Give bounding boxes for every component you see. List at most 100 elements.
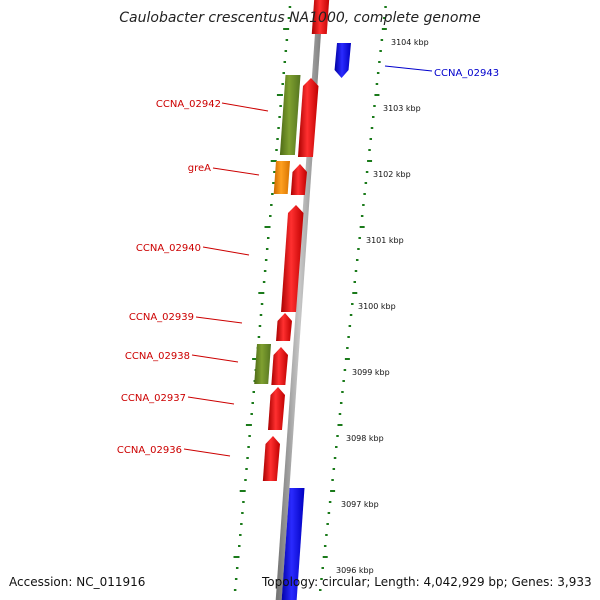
outer-tick	[383, 17, 386, 19]
outer-tick	[335, 446, 338, 448]
accession-text: Accession: NC_011916	[9, 575, 146, 589]
label-leader-line	[195, 316, 243, 324]
outer-tick	[327, 512, 331, 514]
gene-arrow-red-1[interactable]	[297, 78, 319, 157]
outer-tick	[341, 391, 344, 393]
gene-label[interactable]: CCNA_02937	[121, 393, 186, 404]
inner-tick	[264, 259, 268, 261]
scale-label: 3096 kbp	[336, 566, 374, 575]
inner-tick	[239, 534, 242, 536]
gene-label[interactable]: CCNA_02943	[434, 68, 499, 79]
outer-tick	[363, 193, 366, 195]
outer-tick	[375, 83, 379, 85]
inner-tick	[277, 127, 280, 129]
gene-features	[254, 0, 351, 600]
inner-tick	[287, 17, 291, 19]
inner-tick	[250, 413, 253, 415]
outer-tick	[378, 61, 381, 63]
outer-tick	[369, 138, 373, 140]
outer-tick	[328, 501, 332, 503]
inner-tick	[239, 490, 246, 492]
gene-arrow-ccna-02938[interactable]	[254, 344, 271, 384]
inner-tick	[258, 325, 262, 327]
outer-tick	[339, 402, 343, 404]
inner-tick	[238, 545, 241, 547]
inner-tick	[259, 314, 263, 316]
outer-tick	[346, 347, 349, 349]
outer-tick	[347, 336, 350, 338]
label-leader-line	[202, 246, 250, 256]
inner-tick	[283, 61, 287, 63]
inner-tick	[257, 336, 261, 338]
inner-tick	[248, 435, 251, 437]
inner-tick	[285, 39, 289, 41]
label-leader-line	[187, 396, 235, 405]
gene-arrow-ccna-02936[interactable]	[262, 436, 280, 481]
inner-tick	[252, 358, 259, 360]
outer-tick	[352, 292, 358, 294]
outer-tick	[381, 28, 387, 30]
gene-label[interactable]: CCNA_02938	[125, 351, 190, 362]
gene-arrow-ccna-02937[interactable]	[267, 387, 285, 430]
outer-tick	[373, 105, 376, 107]
inner-tick	[245, 468, 248, 470]
scale-label: 3097 kbp	[341, 500, 379, 509]
scale-label: 3101 kbp	[366, 236, 404, 245]
gene-arrow-ccna-02942[interactable]	[279, 75, 301, 155]
inner-tick	[251, 402, 254, 404]
inner-tick	[240, 523, 243, 525]
outer-tick	[348, 325, 352, 327]
gene-label[interactable]: CCNA_02939	[129, 312, 194, 323]
inner-tick	[281, 83, 284, 85]
outer-tick	[349, 314, 353, 316]
gene-arrow-ccna-02943[interactable]	[334, 43, 351, 78]
scale-label: 3099 kbp	[352, 368, 390, 377]
gene-arrow-ccna-02939[interactable]	[276, 313, 292, 341]
outer-tick	[331, 479, 334, 481]
gene-arrow-top-red[interactable]	[311, 0, 330, 34]
outer-tick	[360, 215, 364, 217]
inner-tick	[276, 138, 279, 140]
inner-tick	[235, 567, 239, 569]
gene-arrow-grea[interactable]	[273, 161, 290, 194]
inner-tick	[276, 94, 283, 96]
inner-tick	[284, 50, 288, 52]
inner-tick	[263, 270, 267, 272]
inner-tick	[242, 501, 245, 503]
inner-tick	[247, 446, 250, 448]
inner-tick	[241, 512, 244, 514]
inner-tick	[258, 292, 265, 294]
outer-tick	[321, 567, 324, 569]
scale-label: 3102 kbp	[373, 170, 411, 179]
inner-tick	[270, 204, 273, 206]
outer-tick	[354, 270, 358, 272]
label-leaders	[183, 65, 433, 457]
inner-tick	[266, 237, 270, 239]
gene-arrow-red-3[interactable]	[271, 347, 288, 385]
outer-tick	[322, 556, 328, 558]
label-leader-line	[384, 65, 433, 72]
label-leader-line	[221, 102, 269, 112]
inner-tick	[272, 182, 275, 184]
outer-tick	[343, 369, 347, 371]
label-leader-line	[183, 448, 231, 457]
outer-tick	[384, 6, 387, 8]
inner-tick	[246, 457, 249, 459]
outer-tick	[374, 94, 380, 96]
scale-label: 3100 kbp	[358, 302, 396, 311]
gene-label[interactable]: CCNA_02942	[156, 99, 221, 110]
gene-arrow-bottom-blue[interactable]	[281, 488, 305, 600]
outer-tick	[367, 160, 373, 162]
gene-arrow-red-2[interactable]	[290, 164, 307, 195]
gene-label[interactable]: CCNA_02940	[136, 243, 201, 254]
gene-label[interactable]: CCNA_02936	[117, 445, 182, 456]
gene-arrow-ccna-02940[interactable]	[281, 205, 304, 312]
gene-label[interactable]: greA	[188, 163, 211, 174]
outer-tick	[325, 534, 328, 536]
inner-tick	[273, 171, 276, 173]
outer-tick	[353, 281, 357, 283]
outer-tick	[344, 358, 350, 360]
outer-tick	[368, 149, 371, 151]
inner-tick	[279, 105, 282, 107]
